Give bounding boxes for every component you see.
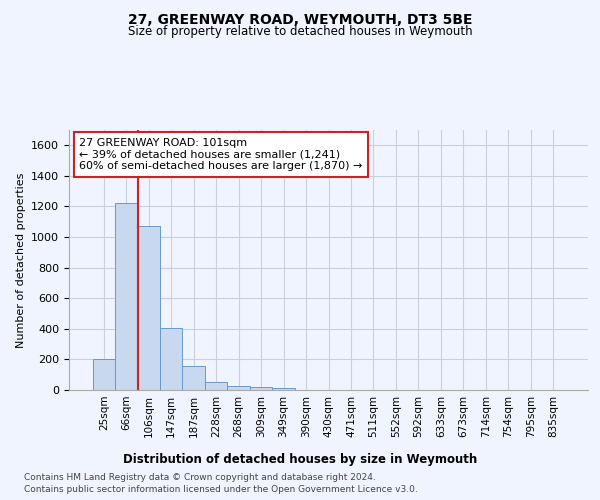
Text: 27, GREENWAY ROAD, WEYMOUTH, DT3 5BE: 27, GREENWAY ROAD, WEYMOUTH, DT3 5BE	[128, 12, 472, 26]
Text: Size of property relative to detached houses in Weymouth: Size of property relative to detached ho…	[128, 25, 472, 38]
Bar	[92, 358, 115, 390]
Bar	[115, 202, 137, 390]
Text: Distribution of detached houses by size in Weymouth: Distribution of detached houses by size …	[123, 452, 477, 466]
Text: Contains HM Land Registry data © Crown copyright and database right 2024.: Contains HM Land Registry data © Crown c…	[24, 472, 376, 482]
Bar	[227, 386, 250, 390]
Bar	[272, 388, 295, 390]
Y-axis label: Number of detached properties: Number of detached properties	[16, 172, 26, 348]
Bar	[205, 382, 227, 390]
Bar	[182, 366, 205, 390]
Text: Contains public sector information licensed under the Open Government Licence v3: Contains public sector information licen…	[24, 485, 418, 494]
Text: 27 GREENWAY ROAD: 101sqm
← 39% of detached houses are smaller (1,241)
60% of sem: 27 GREENWAY ROAD: 101sqm ← 39% of detach…	[79, 138, 363, 171]
Bar	[137, 226, 160, 390]
Bar	[250, 387, 272, 390]
Bar	[160, 328, 182, 390]
